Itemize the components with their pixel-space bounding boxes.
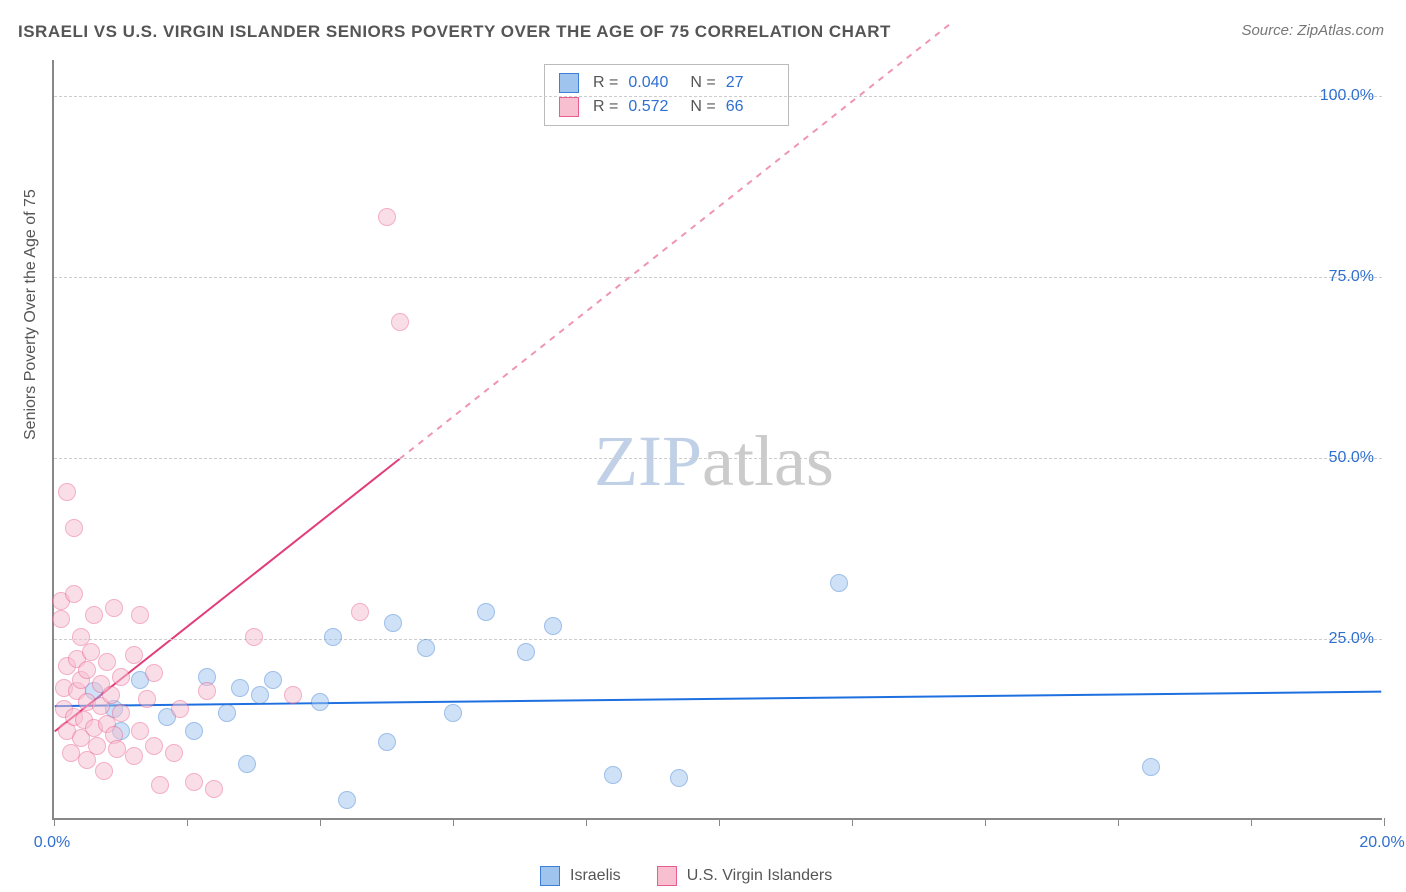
x-tick xyxy=(54,818,55,826)
scatter-point xyxy=(338,791,356,809)
legend-swatch xyxy=(559,73,579,93)
scatter-point xyxy=(98,653,116,671)
legend-swatch xyxy=(540,866,560,886)
r-value: 0.040 xyxy=(628,74,676,92)
scatter-point xyxy=(165,744,183,762)
x-tick xyxy=(719,818,720,826)
gridline xyxy=(54,277,1382,278)
gridline xyxy=(54,458,1382,459)
y-tick-label: 100.0% xyxy=(1320,87,1374,105)
scatter-point xyxy=(1142,758,1160,776)
scatter-point xyxy=(351,603,369,621)
x-tick xyxy=(586,818,587,826)
scatter-point xyxy=(185,773,203,791)
scatter-point xyxy=(105,599,123,617)
scatter-point xyxy=(125,747,143,765)
scatter-point xyxy=(251,686,269,704)
scatter-point xyxy=(131,606,149,624)
x-tick-label: 0.0% xyxy=(34,834,70,852)
r-label: R = xyxy=(593,74,618,92)
scatter-point xyxy=(231,679,249,697)
scatter-point xyxy=(65,519,83,537)
x-tick xyxy=(985,818,986,826)
series-legend-item: Israelis xyxy=(540,866,621,886)
scatter-point xyxy=(284,686,302,704)
scatter-point xyxy=(198,682,216,700)
series-legend-item: U.S. Virgin Islanders xyxy=(657,866,833,886)
stats-legend: R = 0.040 N = 27 R = 0.572 N = 66 xyxy=(544,64,789,126)
n-label: N = xyxy=(690,74,715,92)
scatter-point xyxy=(218,704,236,722)
x-tick-label: 20.0% xyxy=(1359,834,1404,852)
scatter-point xyxy=(145,737,163,755)
scatter-point xyxy=(108,740,126,758)
scatter-point xyxy=(171,700,189,718)
x-tick xyxy=(453,818,454,826)
scatter-point xyxy=(95,762,113,780)
x-tick xyxy=(1118,818,1119,826)
scatter-point xyxy=(78,661,96,679)
x-tick xyxy=(852,818,853,826)
scatter-point xyxy=(477,603,495,621)
r-label: R = xyxy=(593,98,618,116)
gridline xyxy=(54,96,1382,97)
scatter-point xyxy=(151,776,169,794)
scatter-point xyxy=(517,643,535,661)
legend-swatch xyxy=(657,866,677,886)
scatter-point xyxy=(205,780,223,798)
scatter-point xyxy=(125,646,143,664)
scatter-point xyxy=(378,733,396,751)
stats-legend-row: R = 0.040 N = 27 xyxy=(559,71,774,95)
scatter-point xyxy=(311,693,329,711)
n-value: 66 xyxy=(726,98,774,116)
correlation-chart: ISRAELI VS U.S. VIRGIN ISLANDER SENIORS … xyxy=(0,0,1406,892)
y-tick-label: 50.0% xyxy=(1329,449,1374,467)
scatter-point xyxy=(830,574,848,592)
y-axis-label: Seniors Poverty Over the Age of 75 xyxy=(22,189,40,440)
series-legend-label: Israelis xyxy=(570,867,621,885)
scatter-point xyxy=(58,483,76,501)
legend-swatch xyxy=(559,97,579,117)
n-label: N = xyxy=(690,98,715,116)
y-tick-label: 75.0% xyxy=(1329,268,1374,286)
scatter-point xyxy=(85,606,103,624)
scatter-point xyxy=(245,628,263,646)
scatter-point xyxy=(145,664,163,682)
trend-lines-svg xyxy=(54,60,1382,818)
r-value: 0.572 xyxy=(628,98,676,116)
scatter-point xyxy=(52,610,70,628)
scatter-point xyxy=(88,737,106,755)
x-tick xyxy=(1384,818,1385,826)
x-tick xyxy=(320,818,321,826)
y-tick-label: 25.0% xyxy=(1329,630,1374,648)
scatter-point xyxy=(65,585,83,603)
scatter-point xyxy=(131,722,149,740)
scatter-point xyxy=(604,766,622,784)
scatter-point xyxy=(324,628,342,646)
scatter-point xyxy=(264,671,282,689)
scatter-point xyxy=(544,617,562,635)
chart-source: Source: ZipAtlas.com xyxy=(1241,22,1384,39)
scatter-point xyxy=(238,755,256,773)
series-legend: Israelis U.S. Virgin Islanders xyxy=(540,866,832,886)
scatter-point xyxy=(138,690,156,708)
scatter-point xyxy=(185,722,203,740)
scatter-point xyxy=(102,686,120,704)
scatter-point xyxy=(112,704,130,722)
scatter-point xyxy=(444,704,462,722)
x-tick xyxy=(187,818,188,826)
scatter-point xyxy=(384,614,402,632)
scatter-point xyxy=(391,313,409,331)
x-tick xyxy=(1251,818,1252,826)
scatter-point xyxy=(378,208,396,226)
stats-legend-row: R = 0.572 N = 66 xyxy=(559,95,774,119)
scatter-point xyxy=(112,668,130,686)
chart-title: ISRAELI VS U.S. VIRGIN ISLANDER SENIORS … xyxy=(18,22,891,42)
scatter-point xyxy=(82,643,100,661)
plot-area: ZIPatlas R =0.040N =27R =0.572N =66 25.0… xyxy=(52,60,1382,820)
scatter-point xyxy=(670,769,688,787)
n-value: 27 xyxy=(726,74,774,92)
scatter-point xyxy=(417,639,435,657)
series-legend-label: U.S. Virgin Islanders xyxy=(687,867,833,885)
